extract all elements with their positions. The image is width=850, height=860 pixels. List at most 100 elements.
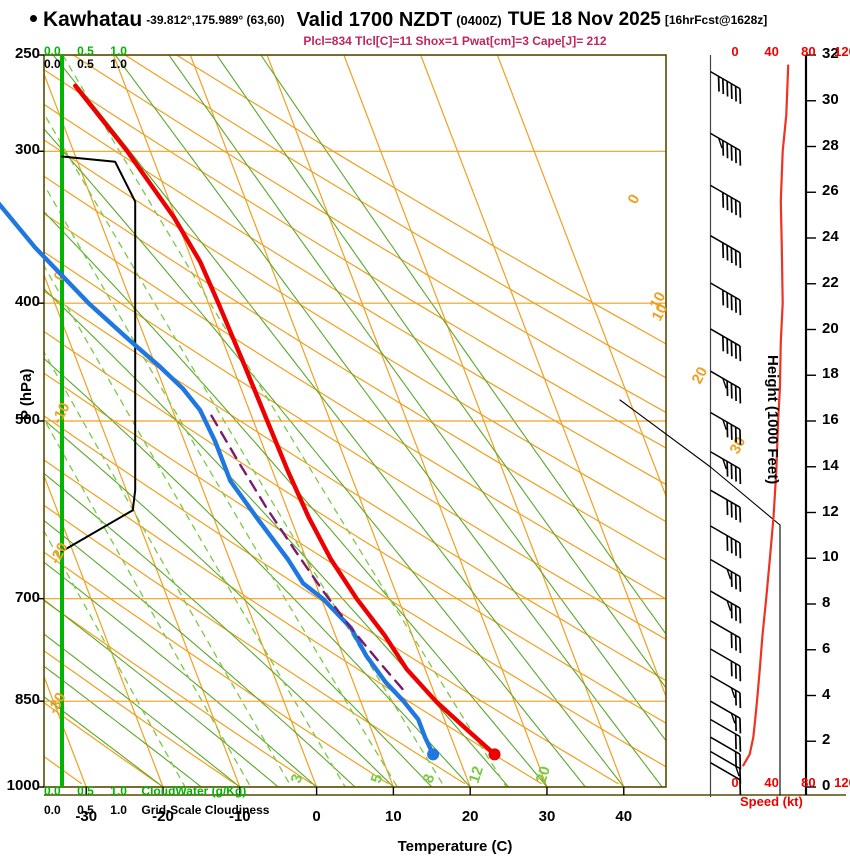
sounding-stats-line: Plcl=834 Tlcl[C]=11 Shox=1 Pwat[cm]=3 Ca… [0, 34, 850, 48]
cloudiness-tick-0: 0.0 [44, 803, 61, 817]
dry-adiabat-label: 0 [625, 192, 644, 207]
temperature-axis-title: Temperature (C) [397, 838, 513, 855]
surface-dewpoint-marker [427, 748, 440, 761]
cloudiness-legend-top: 0.0 0.5 1.0 [44, 55, 127, 73]
wind-barb-shaft [710, 489, 741, 508]
height-tick-32: 32 [822, 45, 839, 62]
wind-guide-line-lower [709, 466, 781, 526]
wind-barb-shaft [710, 590, 741, 609]
cloudiness-legend: 0.0 0.5 1.0 Grid-Scale Cloudiness [44, 801, 269, 819]
height-tick-12: 12 [822, 502, 839, 520]
surface-temperature-marker [488, 748, 501, 761]
mixing-ratio-label: 20 [533, 764, 554, 785]
speed-tick-top-0: 0 [731, 44, 739, 59]
height-tick-6: 6 [822, 639, 831, 657]
station-name: Kawhatau [43, 8, 143, 31]
height-tick-20: 20 [822, 319, 839, 337]
cloudwater-top-tick-0: 0.0 [44, 44, 61, 58]
profile-parcel-path [210, 414, 406, 693]
cloudiness-top-tick-1: 0.5 [77, 57, 94, 71]
wind-barb-shaft [710, 675, 741, 694]
cloudwater-tick-2: 1.0 [110, 784, 127, 798]
mixing-ratio-label: 5 [368, 772, 387, 785]
cloudiness-top-tick-2: 1.0 [110, 57, 127, 71]
wind-barb-flag [730, 713, 736, 724]
wind-barb-flag [726, 600, 732, 611]
station-dot-icon [30, 15, 37, 22]
temperature-tick-10: 10 [385, 808, 402, 825]
wind-barb-shaft [710, 762, 741, 781]
wind-barb-shaft [710, 736, 741, 755]
wind-barb-shaft [710, 718, 741, 738]
wind-barb-shaft [710, 700, 741, 719]
wind-barb-shaft [710, 451, 741, 470]
wind-barb-shaft [710, 750, 741, 770]
cloudwater-label: CloudWater (g/Kg) [141, 784, 247, 798]
wind-barb-flag [730, 687, 736, 699]
wind-barb-shaft [710, 620, 741, 639]
dry-adiabat-label: 30 [727, 434, 750, 457]
pressure-tick-250: 250 [14, 45, 40, 62]
dry-adiabat-label: 10 [647, 289, 670, 312]
pressure-tick-1000: 1000 [6, 777, 40, 794]
wind-barb-flag [722, 419, 727, 430]
temperature-tick--10: -10 [228, 808, 251, 825]
cloudiness-tick-1: 0.5 [77, 803, 94, 817]
wind-guide-line-upper [619, 399, 712, 468]
cloudwater-top-tick-1: 0.5 [77, 44, 94, 58]
cloudwater-legend-top: 0.0 0.5 1.0 [44, 42, 127, 60]
grid-lines [44, 55, 666, 787]
speed-tick-bottom-40: 40 [764, 775, 779, 790]
speed-tick-top-120: 120 [834, 44, 850, 59]
mixing-ratio-label: 8 [420, 772, 439, 785]
dry-adiabat-label: -10 [49, 400, 74, 427]
profile-temperature [73, 83, 497, 757]
height-tick-26: 26 [822, 182, 839, 200]
temperature-tick-20: 20 [461, 808, 479, 825]
temperature-tick-40: 40 [615, 808, 633, 825]
pressure-tick-300: 300 [14, 141, 40, 159]
valid-time-zulu: (0400Z) [456, 12, 502, 28]
wind-barb-flag [735, 765, 740, 777]
wind-barb-flag [726, 568, 732, 580]
forecast-info: [16hrFcst@1628z] [664, 13, 768, 27]
height-tick-30: 30 [822, 90, 839, 108]
height-tick-8: 8 [822, 594, 831, 611]
wind-barb-shaft [710, 525, 741, 544]
pressure-tick-500: 500 [14, 411, 40, 428]
cloudiness-tick-2: 1.0 [110, 803, 127, 817]
height-tick-10: 10 [822, 548, 839, 566]
mixing-ratio-label: 12 [466, 764, 487, 785]
sounding-stats-text: Plcl=834 Tlcl[C]=11 Shox=1 Pwat[cm]=3 Ca… [303, 34, 607, 48]
speed-tick-bottom-0: 0 [731, 775, 739, 790]
wind-barb-shaft [710, 132, 741, 152]
cloudiness-label: Grid-Scale Cloudiness [141, 803, 270, 817]
valid-time: Valid 1700 NZDT [296, 8, 453, 31]
wind-barb-flag [717, 137, 723, 149]
height-tick-0: 0 [822, 777, 831, 794]
wind-barb-shaft [710, 184, 741, 203]
cloudwater-legend: 0.0 0.5 1.0 CloudWater (g/Kg) [44, 782, 246, 800]
height-tick-18: 18 [822, 365, 839, 383]
dry-adiabat-label: 20 [689, 364, 712, 387]
speed-axis-title: Speed (kt) [740, 794, 803, 809]
header: Kawhatau -39.812°,175.989° (63,60) Valid 1… [0, 8, 850, 34]
height-tick-4: 4 [822, 685, 831, 703]
height-tick-24: 24 [822, 228, 839, 245]
wind-barb-shaft [710, 370, 741, 389]
temperature-tick-30: 30 [538, 808, 556, 825]
speed-tick-top-40: 40 [764, 44, 779, 59]
valid-date: TUE 18 Nov 2025 [507, 9, 661, 30]
dry-adiabat-label: 10 [649, 301, 672, 324]
speed-tick-top-80: 80 [801, 44, 816, 59]
temperature-tick--20: -20 [152, 808, 174, 825]
cloudiness-top-tick-0: 0.0 [44, 57, 61, 71]
wind-barb-shaft [710, 328, 741, 347]
pressure-tick-850: 850 [14, 691, 40, 709]
wind-barb-shaft [710, 70, 741, 90]
wind-barb-shaft [710, 558, 741, 578]
height-tick-22: 22 [822, 273, 839, 291]
wind-barb-group [710, 70, 742, 795]
